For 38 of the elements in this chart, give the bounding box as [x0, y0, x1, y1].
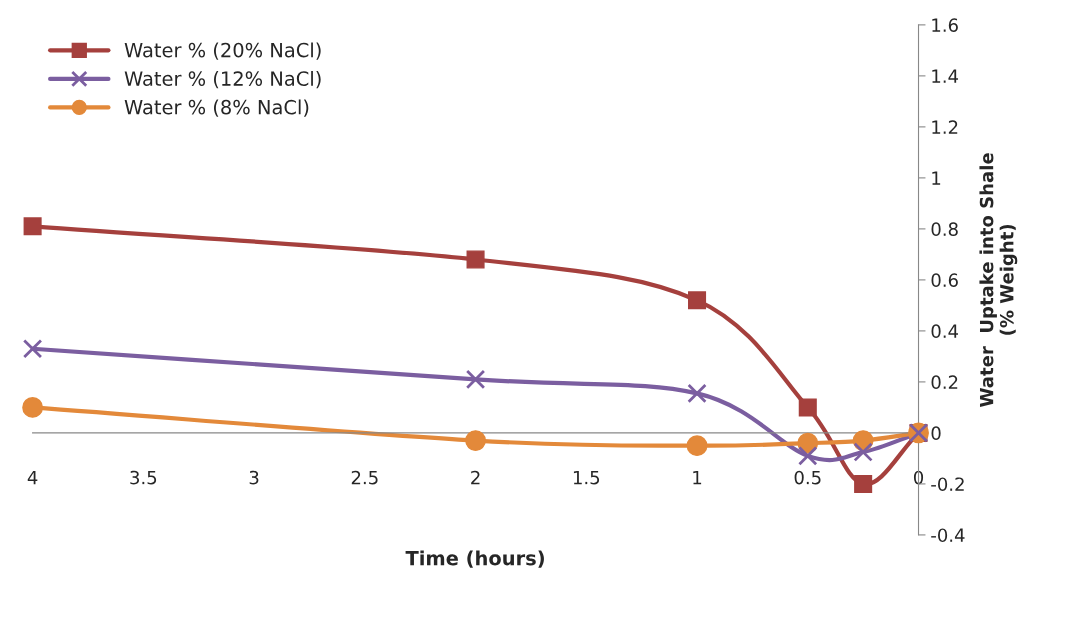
y-tick-label: 1.4: [932, 69, 959, 83]
x-tick-label: 3: [249, 470, 259, 485]
y-tick-label: 1.2: [932, 120, 958, 134]
y-tick-label: 1.6: [932, 18, 958, 32]
x-axis-title: Time (hours): [405, 550, 544, 568]
point: [465, 430, 486, 451]
x-tick-label: 2: [471, 470, 480, 485]
x-tick-label: 1.5: [573, 470, 600, 485]
x-tick-label: 0.5: [794, 470, 821, 485]
legend-label: Water % (12% NaCl): [124, 70, 321, 89]
x-tick-label: 4: [27, 470, 38, 485]
y-tick-label: -0.4: [931, 528, 965, 543]
x-tick-label: 3.5: [130, 470, 157, 485]
point: [853, 442, 873, 462]
point: [687, 383, 707, 404]
point: [688, 291, 707, 310]
x-tick-label: 1: [693, 470, 702, 485]
y-tick-label: -0.2: [931, 477, 964, 492]
x-tick-label: 0: [913, 470, 924, 485]
point: [465, 369, 486, 390]
point: [798, 398, 817, 417]
y-tick-label: 0.8: [931, 222, 958, 237]
point: [854, 474, 873, 493]
y-tick-label: 1: [932, 171, 941, 185]
y-tick-label: 0: [931, 426, 941, 441]
point: [22, 339, 43, 359]
legend-label: Water % (20% NaCl): [124, 42, 321, 60]
y-axis-title: Water Uptake into Shale (% Weight): [979, 153, 1018, 407]
y-tick-label: 0.2: [931, 375, 958, 390]
y-tick-label: 0.6: [931, 273, 958, 288]
point: [466, 250, 485, 269]
x-tick-label: 2.5: [351, 470, 378, 485]
legend-label: Water % (8% NaCl): [124, 99, 309, 117]
point: [23, 217, 42, 236]
point: [798, 446, 818, 466]
point: [686, 435, 708, 457]
point: [22, 396, 44, 418]
y-tick-label: 0.4: [931, 324, 959, 339]
